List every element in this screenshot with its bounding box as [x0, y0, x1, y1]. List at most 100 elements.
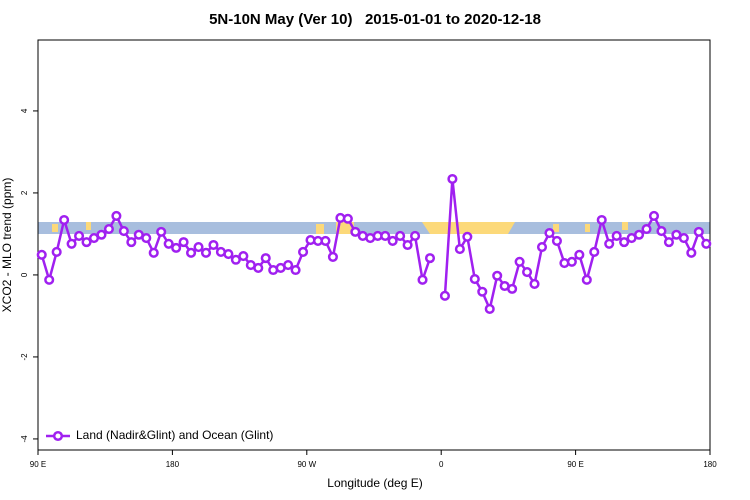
point: [566, 256, 577, 267]
point: [514, 256, 525, 267]
point: [320, 235, 331, 246]
point: [283, 260, 294, 271]
legend-label: Land (Nadir&Glint) and Ocean (Glint): [76, 428, 273, 442]
point: [544, 228, 555, 239]
point: [260, 253, 271, 264]
y-tick-label: 0: [20, 272, 29, 277]
point: [208, 239, 219, 251]
land-band: [585, 224, 590, 232]
point: [111, 210, 122, 221]
point: [118, 226, 129, 237]
y-tick-label: 2: [20, 190, 29, 195]
point: [387, 235, 398, 246]
legend: Land (Nadir&Glint) and Ocean (Glint): [46, 428, 273, 442]
point: [230, 254, 241, 265]
point: [342, 213, 353, 224]
y-axis-label: XCO2 - MLO trend (ppm): [0, 178, 14, 313]
point: [529, 278, 540, 290]
point: [96, 229, 107, 240]
point: [522, 267, 533, 278]
land-band: [622, 222, 628, 230]
point: [663, 237, 674, 248]
point: [551, 235, 562, 246]
point: [619, 237, 630, 248]
point: [507, 283, 518, 294]
point: [424, 253, 436, 264]
point: [439, 290, 450, 301]
point: [410, 230, 421, 242]
point: [402, 239, 413, 251]
y-tick-label: -2: [20, 353, 29, 361]
point: [81, 237, 92, 248]
point: [604, 238, 615, 249]
point: [611, 230, 622, 242]
land-band: [316, 224, 324, 234]
point: [171, 242, 182, 253]
y-tick-label: 4: [20, 108, 29, 113]
point: [417, 274, 428, 285]
point: [701, 238, 712, 249]
point: [298, 246, 309, 258]
point: [484, 303, 495, 315]
surface-strip: [38, 222, 710, 234]
point: [596, 214, 607, 226]
point: [477, 286, 488, 297]
point: [74, 230, 85, 242]
land-band: [86, 222, 91, 230]
x-tick-label: 90 W: [297, 460, 316, 469]
point: [200, 247, 212, 258]
x-tick-label: 180: [166, 460, 180, 469]
point: [648, 210, 660, 221]
x-tick-label: 0: [439, 460, 444, 469]
x-tick-label: 90 E: [567, 460, 583, 469]
point: [454, 244, 465, 255]
point: [656, 226, 667, 237]
land-band: [336, 222, 354, 234]
point: [148, 247, 159, 258]
point: [193, 242, 204, 253]
chart-title: 5N-10N May (Ver 10) 2015-01-01 to 2020-1…: [209, 11, 541, 28]
point: [163, 238, 174, 249]
legend-marker: [52, 430, 64, 442]
y-tick-label: -4: [20, 435, 29, 443]
point: [462, 231, 473, 242]
point: [380, 230, 391, 242]
point: [574, 249, 585, 260]
point: [238, 251, 249, 262]
land-band: [422, 222, 515, 234]
point: [126, 237, 137, 248]
point: [141, 232, 152, 244]
point: [156, 226, 167, 237]
point: [581, 274, 592, 285]
point: [678, 232, 689, 244]
point: [186, 247, 197, 258]
point: [327, 251, 338, 262]
point: [395, 230, 406, 242]
point: [492, 270, 503, 281]
x-axis-label: Longitude (deg E): [327, 476, 422, 490]
point: [634, 229, 645, 240]
point: [469, 273, 480, 285]
point: [66, 238, 77, 249]
point: [447, 173, 458, 185]
land-band: [52, 224, 58, 232]
point: [103, 223, 114, 235]
point: [178, 237, 189, 248]
point: [350, 226, 361, 237]
point: [44, 274, 55, 285]
ocean-band: [38, 222, 710, 234]
point: [641, 223, 652, 235]
point: [253, 262, 264, 274]
point: [686, 247, 697, 258]
point: [693, 226, 704, 237]
x-tick-label: 90 E: [30, 460, 46, 469]
point: [223, 248, 234, 260]
point: [51, 246, 62, 258]
point: [536, 242, 548, 253]
point: [59, 214, 70, 226]
land-band: [553, 224, 559, 232]
point: [36, 249, 47, 260]
point: [589, 246, 600, 258]
point: [290, 264, 301, 276]
